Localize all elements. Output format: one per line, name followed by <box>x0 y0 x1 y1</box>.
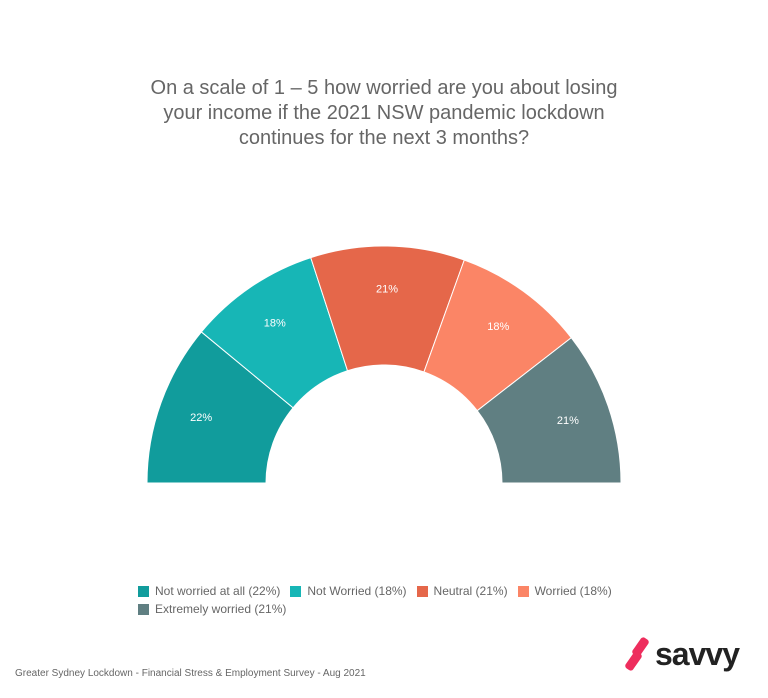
legend-label: Worried (18%) <box>534 584 612 598</box>
data-label: 21% <box>376 284 398 296</box>
segment-extremely-worried <box>476 337 622 484</box>
legend-item[interactable]: Worried (18%) <box>517 584 612 598</box>
legend-label: Not Worried (18%) <box>307 584 407 598</box>
legend-label: Not worried at all (22%) <box>155 584 281 598</box>
legend-swatch <box>290 585 302 597</box>
chart-title: On a scale of 1 – 5 how worried are you … <box>0 76 768 151</box>
legend-swatch <box>138 585 149 597</box>
legend-item[interactable]: Neutral (21%) <box>416 584 508 598</box>
data-label: 22% <box>190 412 212 424</box>
legend-item[interactable]: Not worried at all (22%) <box>138 584 280 598</box>
title-line: On a scale of 1 – 5 how worried are you … <box>150 77 618 99</box>
data-label: 18% <box>487 321 509 333</box>
legend-item[interactable]: Extremely worried (21%) <box>138 602 286 616</box>
legend-swatch <box>138 603 149 615</box>
logo-mark-icon <box>624 635 651 673</box>
title-line: continues for the next 3 months? <box>238 127 530 149</box>
savvy-logo: savvy <box>624 635 740 673</box>
legend-swatch <box>517 585 529 597</box>
legend-label: Neutral (21%) <box>433 584 508 598</box>
footer-text: Greater Sydney Lockdown - Financial Stre… <box>15 668 366 679</box>
data-label: 18% <box>264 317 286 329</box>
legend-item[interactable]: Not Worried (18%) <box>290 584 407 598</box>
logo-wordmark: savvy <box>655 636 740 672</box>
legend-label: Extremely worried (21%) <box>155 602 287 616</box>
legend-swatch <box>416 585 428 597</box>
legend: Not worried at all (22%) Not Worried (18%… <box>138 584 658 620</box>
data-label: 21% <box>557 415 579 427</box>
title-line: your income if the 2021 NSW pandemic loc… <box>163 102 605 124</box>
